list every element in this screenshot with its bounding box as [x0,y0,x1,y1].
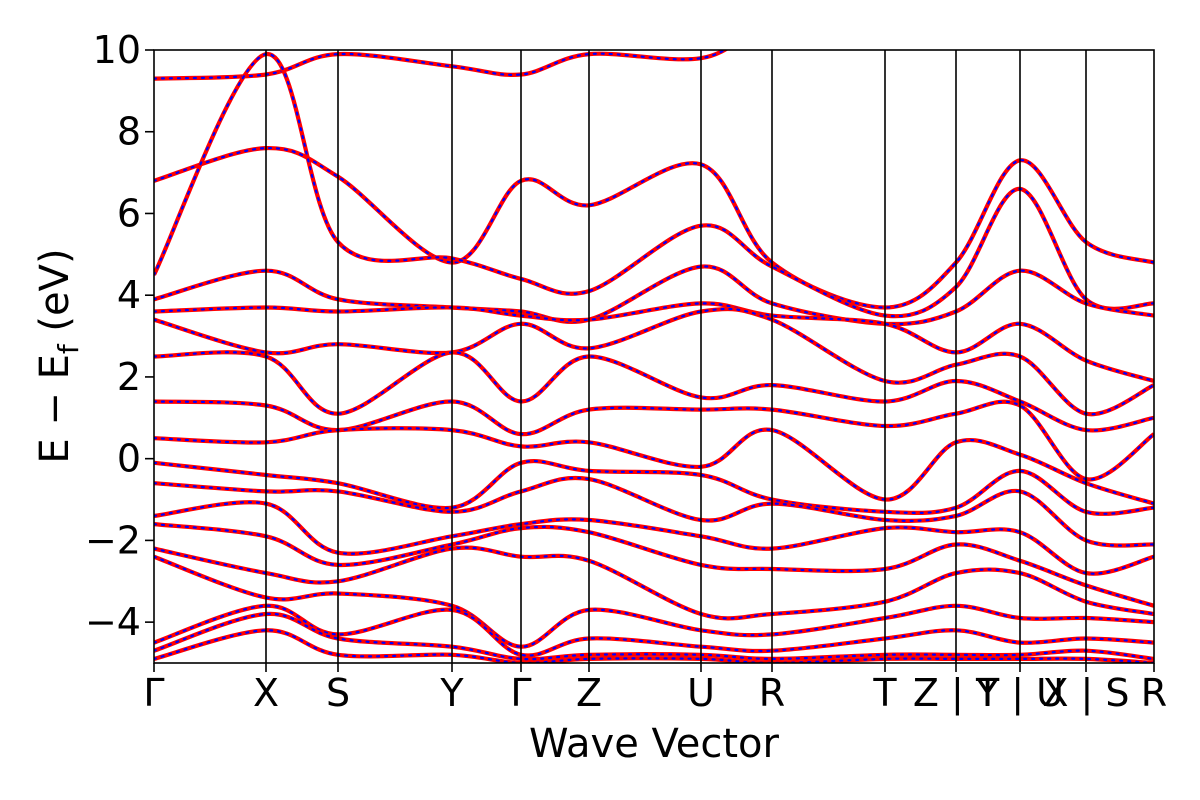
band-line-dotted [154,307,1154,416]
y-tick-label: 0 [117,437,141,481]
band-line-dotted [154,604,1154,657]
y-axis-label: E − Ef (eV) [32,248,85,463]
x-tick-label: R [759,671,785,715]
kpoint-lines-layer [265,50,1087,663]
band-line-dotted [154,523,1154,607]
x-tick-label: T [872,671,897,715]
x-tick-label: X | S [1042,671,1129,716]
y-ticks-layer: 10 8 6 4 2 0 −2 −4 [85,28,154,644]
y-tick-label: 2 [117,355,141,399]
y-axis-label-unit: (eV) [32,248,78,344]
plot-frame [153,49,1155,664]
band-line-dotted [154,501,1154,575]
x-tick-label: Y [439,671,464,715]
x-tick-label: Z [576,671,602,715]
y-axis-label-main: E − E [32,354,78,464]
x-tick-label: T | U [975,671,1064,716]
band-line-dotted [154,52,1154,318]
y-tick-label: 6 [117,191,141,235]
y-axis-label-sub: f [52,343,85,354]
band-line-dotted [154,400,1154,481]
x-tick-label: R [1141,671,1167,715]
band-line-dotted [154,612,1154,661]
y-tick-label: 10 [93,28,141,72]
x-tick-label: Γ [143,671,164,715]
x-tick-label: X [253,671,279,715]
y-tick-label: 4 [117,273,141,317]
x-tick-label: Γ [510,671,531,715]
x-tick-label: Z | Y [913,671,1000,716]
band-line-dotted [154,629,1154,663]
x-axis-label: Wave Vector [529,721,780,767]
x-tick-label: U [687,671,715,715]
y-tick-label: 8 [117,110,141,154]
y-tick-label: −4 [85,600,141,644]
band-line-dotted [154,351,1154,432]
y-tick-label: −2 [85,518,141,562]
x-tick-label: S [326,671,350,715]
